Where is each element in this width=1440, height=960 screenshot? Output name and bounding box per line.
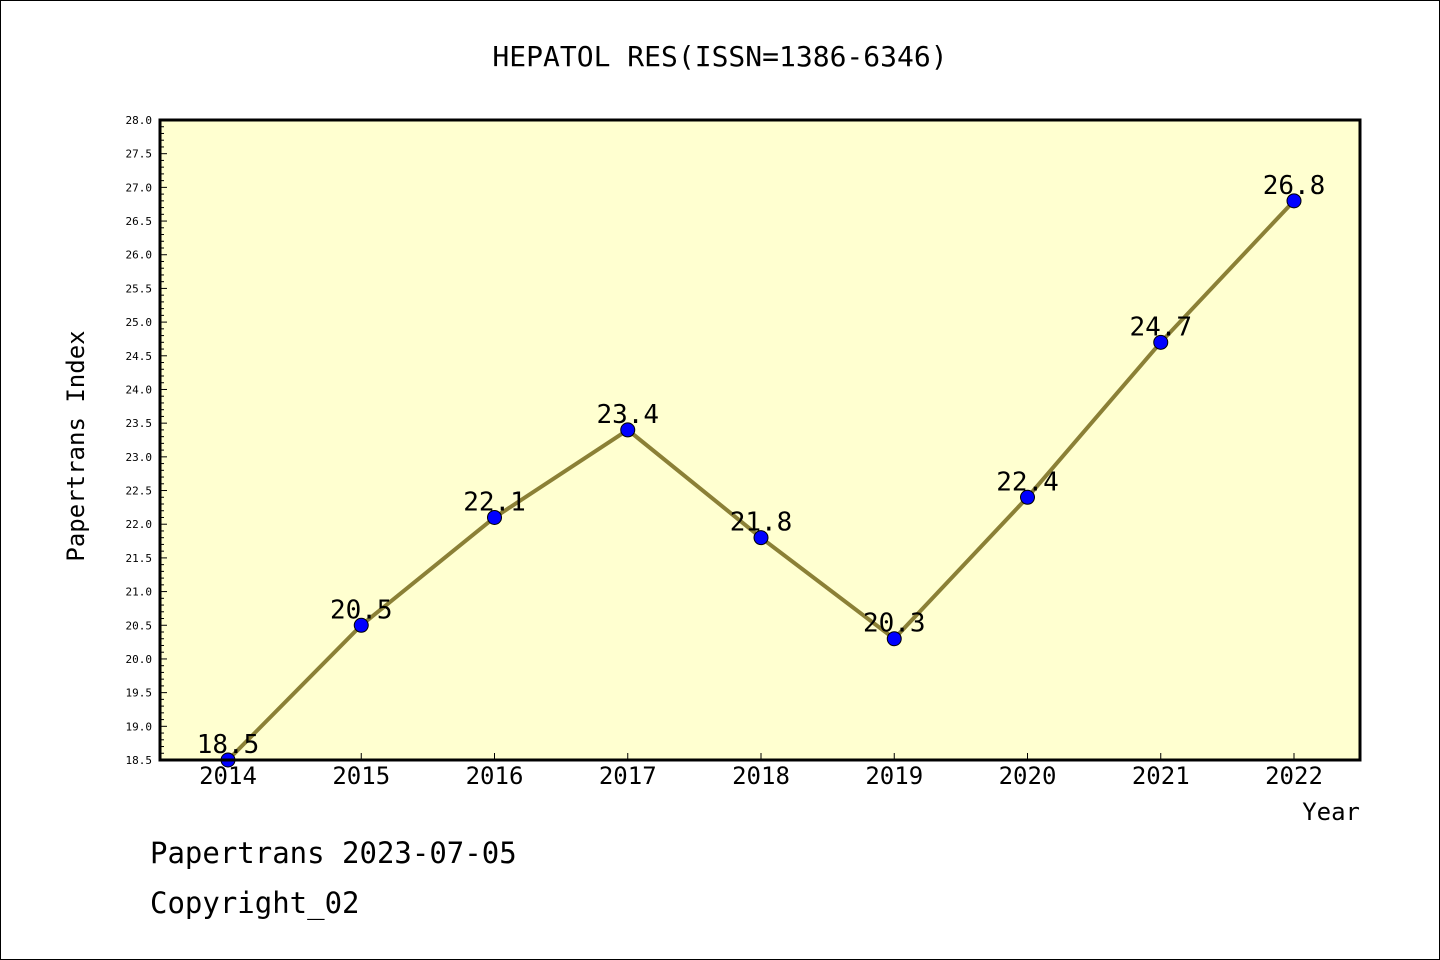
- x-tick-label: 2019: [865, 762, 923, 790]
- footer-copyright-line: Copyright_02: [150, 886, 360, 920]
- y-tick-label: 25.5: [126, 282, 153, 295]
- y-tick-label: 28.0: [126, 114, 153, 127]
- data-label: 22.4: [996, 467, 1059, 497]
- data-label: 20.3: [863, 609, 926, 639]
- data-label: 18.5: [197, 730, 260, 760]
- y-tick-label: 19.0: [126, 720, 153, 733]
- y-axis-label: Papertrans Index: [62, 330, 90, 561]
- y-tick-label: 26.0: [126, 249, 153, 262]
- y-axis-ticks: 18.5 19.0 19.5 20.0 20.5 21.0 21.5 22.0 22.5 23.0…: [126, 114, 167, 767]
- data-point: [620, 422, 636, 438]
- series-papertrans-index: 18.5 20.5 22.1 23.4 21.8 20.3 22.4 24.7 26.8: [197, 171, 1326, 768]
- y-tick-label: 26.5: [126, 215, 153, 228]
- x-tick-label: 2021: [1132, 762, 1190, 790]
- data-label: 21.8: [730, 508, 793, 538]
- y-tick-label: 27.5: [126, 148, 153, 161]
- y-tick-label: 22.5: [126, 485, 153, 498]
- y-tick-label: 24.5: [126, 350, 153, 363]
- y-tick-label: 19.5: [126, 687, 153, 700]
- data-label: 23.4: [596, 400, 659, 430]
- y-tick-label: 24.0: [126, 383, 153, 396]
- y-tick-label: 27.0: [126, 181, 153, 194]
- data-label: 24.7: [1129, 312, 1192, 342]
- data-point: [1020, 489, 1035, 505]
- x-tick-label: 2018: [732, 762, 790, 790]
- y-tick-label: 20.0: [126, 653, 153, 666]
- y-tick-label: 22.0: [126, 518, 153, 531]
- chart-title: HEPATOL RES(ISSN=1386-6346): [492, 40, 947, 73]
- y-tick-label: 23.5: [126, 417, 153, 430]
- x-tick-label: 2016: [466, 762, 524, 790]
- x-tick-label: 2020: [999, 762, 1057, 790]
- x-axis-label: Year: [1302, 798, 1360, 826]
- data-label: 20.5: [330, 595, 393, 625]
- plot-border: [158, 118, 1362, 762]
- data-label: 22.1: [463, 487, 526, 517]
- data-point: [1286, 193, 1302, 209]
- data-point: [753, 530, 769, 546]
- y-tick-label: 20.5: [126, 619, 153, 632]
- data-point: [1153, 334, 1169, 350]
- y-tick-label: 23.0: [126, 451, 153, 464]
- x-tick-label: 2017: [599, 762, 657, 790]
- plot-area: [160, 120, 1360, 760]
- footer-date-line: Papertrans 2023-07-05: [150, 836, 517, 870]
- data-point: [487, 509, 502, 525]
- data-point: [886, 631, 902, 647]
- y-tick-label: 21.0: [126, 586, 153, 599]
- y-tick-label: 21.5: [126, 552, 153, 565]
- y-tick-label: 25.0: [126, 316, 153, 329]
- y-tick-label: 18.5: [126, 754, 153, 767]
- x-tick-label: 2022: [1265, 762, 1323, 790]
- data-point: [353, 617, 369, 633]
- x-tick-label: 2015: [332, 762, 390, 790]
- data-label: 26.8: [1263, 171, 1326, 201]
